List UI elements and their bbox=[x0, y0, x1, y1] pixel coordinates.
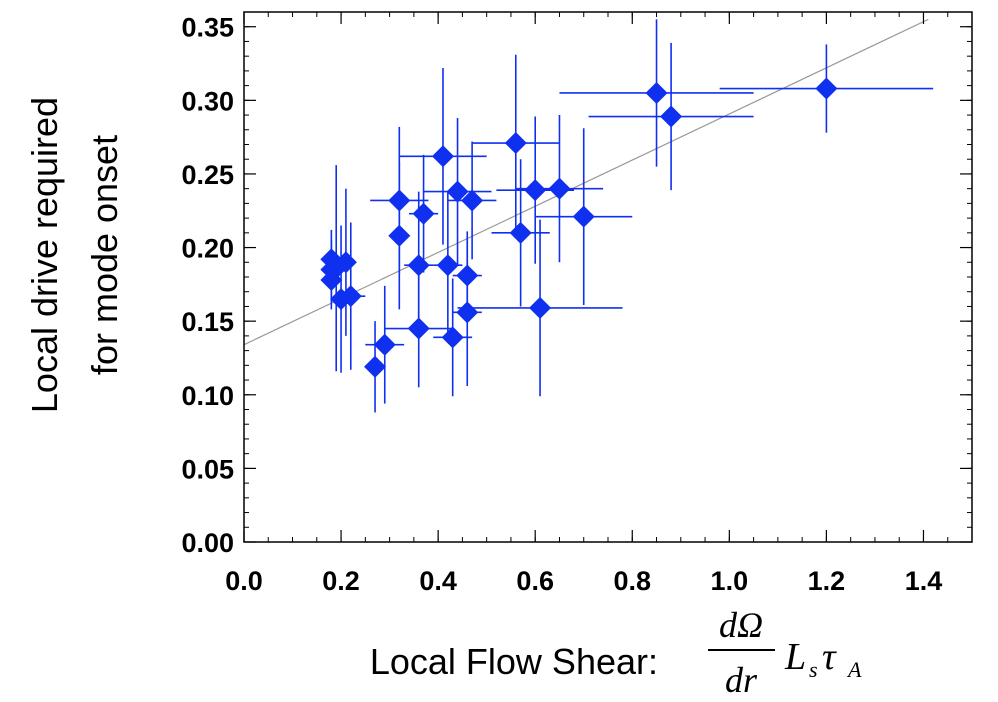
data-point bbox=[407, 317, 430, 340]
data-point bbox=[388, 189, 411, 212]
x-tick-label: 1.4 bbox=[905, 566, 943, 596]
fit-line bbox=[243, 18, 929, 346]
y-tick-label: 0.00 bbox=[181, 528, 234, 558]
data-point bbox=[815, 77, 838, 100]
x-tick-label: 0.6 bbox=[516, 566, 554, 596]
data-point bbox=[334, 251, 357, 274]
data-point bbox=[504, 132, 527, 155]
data-point bbox=[436, 254, 459, 277]
x-axis-derivative-denominator: dr bbox=[725, 660, 758, 700]
x-axis-L-symbol: L bbox=[784, 636, 806, 678]
y-tick-label: 0.35 bbox=[181, 13, 234, 43]
x-tick-label: 0.2 bbox=[322, 566, 360, 596]
y-tick-label: 0.30 bbox=[181, 86, 234, 116]
x-tick-label: 0.8 bbox=[613, 566, 651, 596]
data-point bbox=[364, 355, 387, 378]
data-point bbox=[373, 333, 396, 356]
data-point bbox=[524, 179, 547, 202]
y-axis-label-line1: Local drive required bbox=[24, 97, 65, 413]
x-axis-label: Local Flow Shear: dΩ dr L s τ A bbox=[370, 605, 862, 700]
data-point bbox=[529, 296, 552, 319]
y-tick-label: 0.25 bbox=[181, 160, 234, 190]
x-tick-label: 1.2 bbox=[808, 566, 846, 596]
data-point bbox=[509, 221, 532, 244]
x-tick-label: 1.0 bbox=[711, 566, 749, 596]
data-point bbox=[388, 224, 411, 247]
fit-line-layer bbox=[243, 18, 929, 346]
data-point bbox=[339, 285, 362, 308]
data-point bbox=[572, 205, 595, 228]
y-tick-label: 0.20 bbox=[181, 234, 234, 264]
error-bar-layer bbox=[321, 19, 934, 413]
plot-frame bbox=[243, 11, 973, 543]
data-point bbox=[645, 81, 668, 104]
y-tick-label: 0.05 bbox=[181, 454, 234, 484]
data-point bbox=[456, 264, 479, 287]
y-tick-label: 0.10 bbox=[181, 381, 234, 411]
x-axis-tau-subscript: A bbox=[846, 657, 862, 682]
x-tick-label: 0.4 bbox=[419, 566, 457, 596]
x-axis-label-prefix: Local Flow Shear: bbox=[370, 641, 658, 682]
x-axis-L-subscript: s bbox=[809, 657, 818, 682]
x-axis-tau-symbol: τ bbox=[822, 636, 837, 678]
data-point bbox=[407, 254, 430, 277]
data-point bbox=[660, 105, 683, 128]
x-tick-label: 0.0 bbox=[225, 566, 263, 596]
data-point bbox=[412, 202, 435, 225]
y-tick-label: 0.15 bbox=[181, 307, 234, 337]
x-axis-derivative-numerator: dΩ bbox=[719, 605, 763, 645]
tick-layer: 0.0 0.2 0.4 0.6 0.8 1.0 1.2 1.4 0.00 0.05 0.10 0.15… bbox=[181, 11, 973, 596]
y-axis-label-line2: for mode onset bbox=[84, 135, 125, 375]
data-point bbox=[446, 180, 469, 203]
data-point bbox=[441, 326, 464, 349]
data-point bbox=[456, 301, 479, 324]
data-point bbox=[431, 145, 454, 168]
data-point bbox=[461, 189, 484, 212]
data-point-layer bbox=[320, 77, 838, 378]
data-point bbox=[548, 177, 571, 200]
